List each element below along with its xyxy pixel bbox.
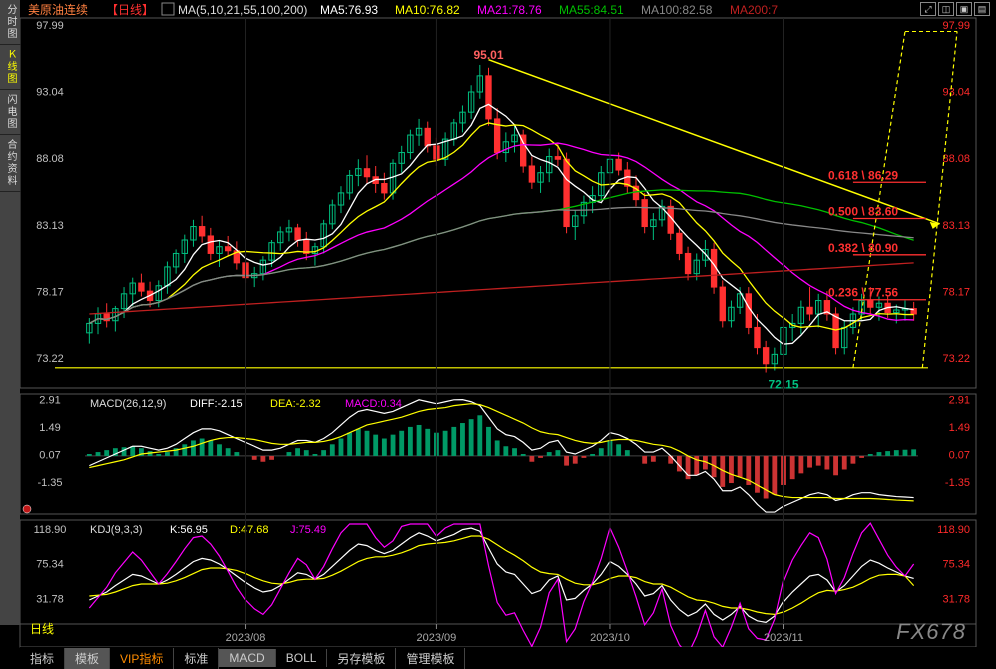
sidebar-tab[interactable]: 分时图 [0,0,21,45]
svg-text:73.22: 73.22 [942,353,970,365]
svg-text:2023/09: 2023/09 [417,632,457,644]
svg-text:MA21:78.76: MA21:78.76 [477,3,542,17]
svg-text:2023/08: 2023/08 [226,632,266,644]
svg-text:D:47.68: D:47.68 [230,524,269,536]
watermark: FX678 [896,619,966,645]
svg-text:KDJ(9,3,3): KDJ(9,3,3) [90,524,143,536]
svg-text:83.13: 83.13 [942,220,970,232]
svg-text:0.382 \ 80.90: 0.382 \ 80.90 [828,241,898,255]
svg-text:83.13: 83.13 [36,220,64,232]
svg-text:美原油连续: 美原油连续 [28,2,88,17]
svg-text:MACD(26,12,9): MACD(26,12,9) [90,398,166,410]
window-control-icon[interactable]: ▤ [974,2,990,16]
svg-text:1.49: 1.49 [949,422,970,434]
svg-text:MA5:76.93: MA5:76.93 [320,3,378,17]
sidebar-tab[interactable]: 合约资料 [0,135,21,192]
svg-text:1.49: 1.49 [39,422,60,434]
svg-text:78.17: 78.17 [36,287,64,299]
bottom-tab[interactable]: MACD [219,649,275,667]
svg-text:31.78: 31.78 [942,594,970,606]
svg-text:78.17: 78.17 [942,287,970,299]
svg-text:【日线】: 【日线】 [106,3,154,17]
svg-text:2023/10: 2023/10 [590,632,630,644]
svg-text:0.500 \ 83.60: 0.500 \ 83.60 [828,204,898,218]
svg-text:75.34: 75.34 [942,559,970,571]
svg-text:97.99: 97.99 [36,20,64,32]
svg-text:118.90: 118.90 [34,524,67,536]
bottom-tab[interactable]: BOLL [276,649,328,667]
chart-canvas: 美原油连续 【日线】 MA(5,10,21,55,100,200) MA5:76.93… [0,0,996,669]
svg-text:97.99: 97.99 [942,20,970,32]
window-control-icon[interactable]: ▣ [956,2,972,16]
sidebar: 分时图Ｋ线图闪电图合约资料 [0,0,20,625]
svg-text:0.07: 0.07 [949,450,970,462]
svg-text:-1.35: -1.35 [945,477,970,489]
svg-text:88.08: 88.08 [36,153,64,165]
svg-text:MA200:7: MA200:7 [730,3,778,17]
window-control-icon[interactable]: ◫ [938,2,954,16]
svg-text:0.236 \ 77.56: 0.236 \ 77.56 [828,286,898,300]
svg-text:MA100:82.58: MA100:82.58 [641,3,713,17]
svg-text:J:75.49: J:75.49 [290,524,326,536]
svg-text:MA10:76.82: MA10:76.82 [395,3,460,17]
top-icons: ⤢◫▣▤ [920,2,990,16]
timeframe-label: 日线 [30,620,54,637]
bottom-tabs: 指标模板VIP指标标准MACDBOLL另存模板管理模板 [20,647,996,669]
svg-text:DIFF:-2.15: DIFF:-2.15 [190,398,243,410]
svg-text:31.78: 31.78 [36,594,64,606]
bottom-tab[interactable]: 标准 [174,648,219,669]
svg-text:93.04: 93.04 [942,86,970,98]
svg-text:93.04: 93.04 [36,86,64,98]
bottom-tab[interactable]: 指标 [20,648,65,669]
svg-text:-1.35: -1.35 [37,477,62,489]
svg-text:DEA:-2.32: DEA:-2.32 [270,398,321,410]
svg-text:88.08: 88.08 [942,153,970,165]
svg-text:118.90: 118.90 [937,524,970,536]
sidebar-tab[interactable]: Ｋ线图 [0,45,21,90]
svg-text:75.34: 75.34 [36,559,64,571]
window-control-icon[interactable]: ⤢ [920,2,936,16]
svg-text:K:56.95: K:56.95 [170,524,208,536]
svg-text:2.91: 2.91 [949,395,970,407]
sidebar-tab[interactable]: 闪电图 [0,90,21,135]
svg-text:73.22: 73.22 [36,353,64,365]
svg-text:0.07: 0.07 [39,450,60,462]
svg-text:MACD:0.34: MACD:0.34 [345,398,402,410]
svg-text:2023/11: 2023/11 [764,632,803,644]
svg-text:2.91: 2.91 [39,395,60,407]
bottom-tab[interactable]: 模板 [65,648,110,669]
svg-text:MA55:84.51: MA55:84.51 [559,3,624,17]
svg-text:MA(5,10,21,55,100,200): MA(5,10,21,55,100,200) [178,3,307,17]
svg-text:95.01: 95.01 [473,48,503,62]
bottom-tab[interactable]: 另存模板 [327,648,396,669]
bottom-tab[interactable]: 管理模板 [396,648,465,669]
svg-text:0.618 \ 86.29: 0.618 \ 86.29 [828,168,898,182]
bottom-tab[interactable]: VIP指标 [110,648,174,669]
